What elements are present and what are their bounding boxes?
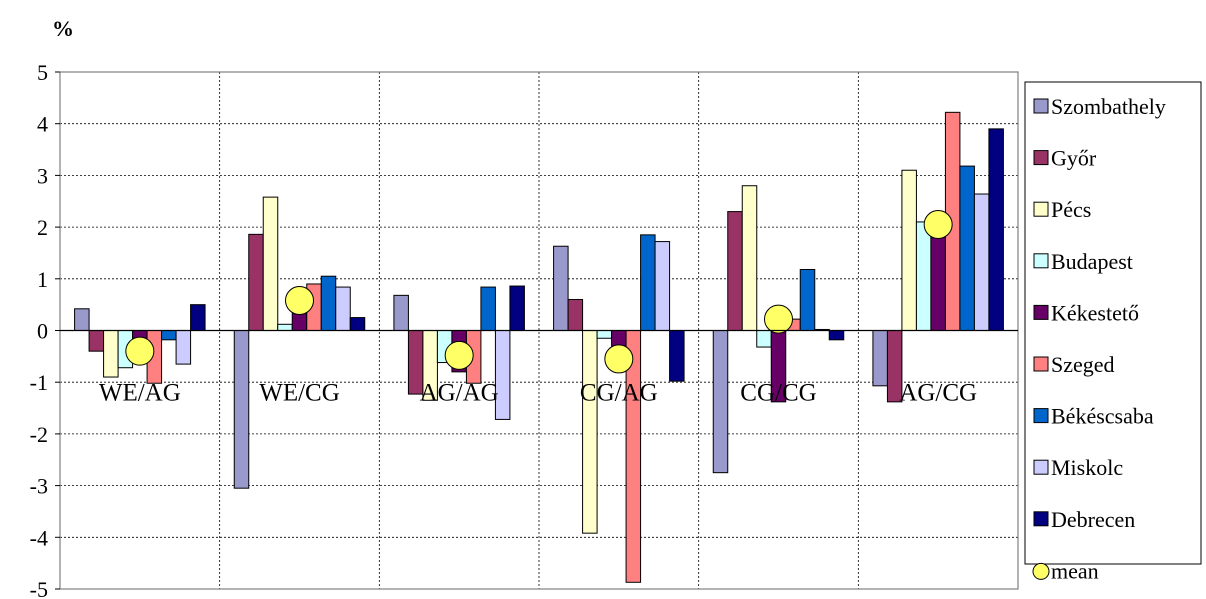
category-label: AG/AG: [420, 379, 499, 406]
legend-label: Szeged: [1051, 352, 1115, 377]
bar-budapest-1: [277, 323, 293, 331]
bar-debrecen-3: [669, 330, 685, 382]
legend-label: Győr: [1051, 146, 1097, 171]
category-labels: WE/AG WE/CG AG/AG CG/AG CG/CG AG/CG: [99, 379, 977, 406]
bar-kékestető-3: [611, 330, 627, 347]
legend-swatch-békéscsaba: [1033, 408, 1049, 424]
mean-marker: [604, 344, 634, 374]
bar-miskolc-0: [175, 330, 192, 365]
mean-marker: [764, 304, 793, 334]
bar-szombathely-3: [553, 245, 569, 331]
bar-békéscsaba-5: [959, 165, 975, 331]
bar-pécs-0: [103, 330, 119, 378]
legend-swatch-szombathely: [1033, 98, 1049, 114]
bar-pécs-1: [262, 196, 279, 331]
category-label: AG/CG: [899, 379, 977, 406]
bar-miskolc-3: [654, 241, 671, 332]
y-unit-label: %: [52, 16, 74, 41]
legend-label: Békéscsaba: [1051, 404, 1154, 429]
bar-budapest-4: [756, 330, 772, 348]
bar-miskolc-5: [973, 193, 990, 331]
y-tick-label: 1: [37, 267, 48, 292]
bar-békéscsaba-4: [799, 268, 816, 331]
mean-markers: [125, 210, 953, 374]
legend-box: [1024, 81, 1202, 565]
bar-szombathely-4: [712, 330, 729, 474]
bar-szombathely-1: [233, 330, 250, 489]
y-tick-labels: 5 4 3 2 1 0 -1 -2 -3 -4 -5: [30, 60, 60, 599]
mean-marker: [125, 336, 155, 366]
y-tick-label: 4: [37, 112, 48, 137]
y-tick-label: 5: [37, 60, 48, 85]
legend-swatch-győr: [1033, 150, 1049, 166]
legend-swatch-pécs: [1033, 201, 1049, 217]
mean-marker: [285, 286, 314, 316]
y-tick-label: 3: [37, 163, 48, 188]
category-label: CG/AG: [580, 379, 658, 406]
bar-pécs-3: [582, 330, 598, 534]
legend-swatch-debrecen: [1033, 511, 1049, 527]
bar-debrecen-2: [509, 285, 525, 331]
category-label: WE/AG: [99, 379, 181, 406]
y-tick-label: -1: [30, 370, 48, 395]
legend-label: Debrecen: [1051, 507, 1135, 532]
legend-swatch-szeged: [1033, 356, 1049, 372]
bar-pécs-5: [901, 169, 917, 331]
legend-swatch-mean: [1032, 562, 1050, 580]
category-label: WE/CG: [259, 379, 340, 406]
legend-label: Szombathely: [1051, 94, 1166, 119]
bar-miskolc-1: [335, 286, 351, 331]
bar-győr-0: [88, 330, 105, 352]
bar-szombathely-2: [393, 294, 409, 331]
mean-marker: [923, 210, 953, 240]
bar-szombathely-0: [74, 308, 90, 332]
bar-budapest-5: [915, 221, 932, 331]
legend-label: Kékestető: [1051, 300, 1139, 325]
bar-békéscsaba-0: [161, 330, 177, 341]
legend-swatch-budapest: [1033, 253, 1049, 269]
mean-marker: [444, 340, 474, 370]
legend-label: mean: [1051, 558, 1099, 583]
legend-swatch-miskolc: [1033, 459, 1049, 475]
bar-debrecen-5: [988, 128, 1004, 331]
legend-label: Miskolc: [1051, 455, 1123, 480]
bar-békéscsaba-2: [480, 286, 496, 331]
category-label: CG/CG: [740, 379, 816, 406]
legend-label: Budapest: [1051, 249, 1133, 274]
bar-szombathely-5: [872, 330, 888, 387]
bar-békéscsaba-1: [320, 275, 337, 331]
legend-label: Pécs: [1051, 197, 1091, 222]
bar-debrecen-1: [349, 317, 366, 332]
y-tick-label: -5: [30, 577, 48, 599]
bar-győr-3: [567, 298, 584, 332]
y-tick-label: -4: [30, 525, 48, 550]
bar-győr-1: [248, 233, 264, 331]
bar-budapest-3: [596, 330, 613, 339]
bar-debrecen-4: [828, 330, 845, 341]
y-tick-label: -2: [30, 422, 48, 447]
legend-swatch-kékestető: [1033, 304, 1049, 320]
bar-győr-4: [727, 211, 743, 331]
y-tick-label: 0: [37, 319, 48, 344]
bar-pécs-4: [741, 185, 758, 331]
y-tick-label: -3: [30, 474, 48, 499]
legend: Szombathely Győr Pécs Budapest Kékestető Szeg…: [1024, 81, 1202, 583]
bar-békéscsaba-3: [640, 234, 656, 331]
bar-debrecen-0: [190, 304, 206, 331]
y-tick-label: 2: [37, 215, 48, 240]
bar-kékestető-5: [930, 234, 946, 331]
bars: [74, 111, 1004, 583]
